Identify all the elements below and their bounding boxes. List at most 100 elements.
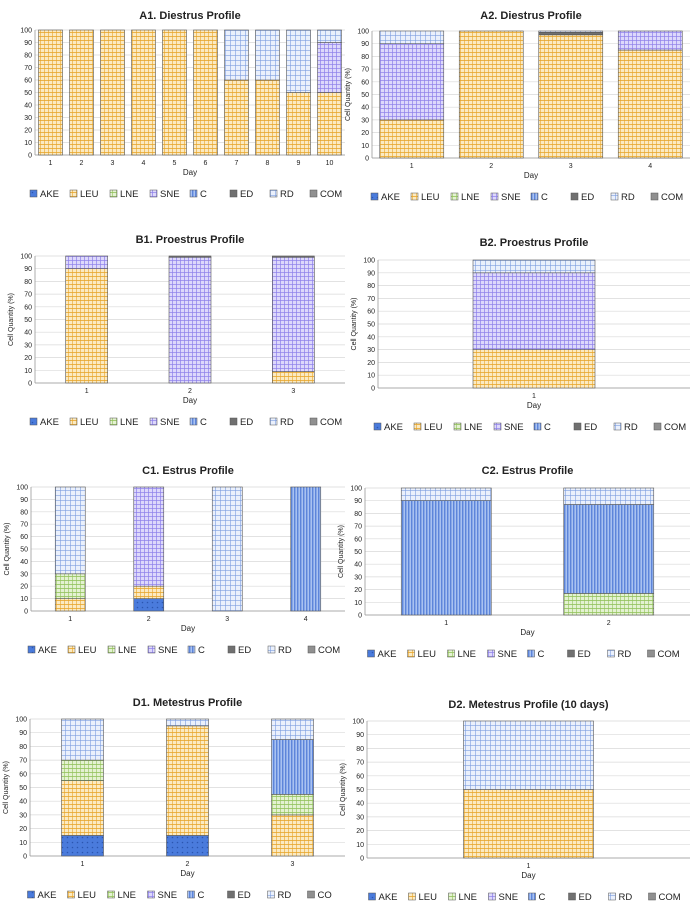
y-tick-label: 30: [354, 574, 362, 581]
legend-label: ED: [584, 422, 597, 433]
y-tick-label: 60: [361, 79, 369, 86]
legend-label: SNE: [501, 192, 521, 203]
y-tick-label: 50: [356, 787, 364, 794]
legend-label: LEU: [80, 417, 99, 428]
y-tick-label: 90: [354, 498, 362, 505]
y-tick-label: 100: [357, 29, 369, 36]
x-tick-label: 7: [235, 160, 239, 167]
legend-swatch-com: [307, 645, 316, 654]
x-tick-label: 4: [304, 616, 308, 623]
x-tick-label: 3: [291, 388, 295, 395]
legend-swatch-sne: [493, 422, 502, 431]
legend-swatch-ed: [573, 422, 582, 431]
legend-swatch-ake: [368, 892, 376, 901]
bar-segment-sne: [168, 256, 212, 384]
bar-segment-leu: [133, 585, 165, 599]
legend-swatch-sne: [490, 192, 499, 201]
legend-swatch-sne: [149, 417, 158, 426]
y-tick-label: 30: [20, 571, 28, 578]
legend-swatch-com: [647, 649, 655, 658]
legend-label: COM: [661, 192, 683, 203]
x-tick-label: 3: [569, 163, 573, 170]
legend-label: SNE: [498, 649, 518, 660]
legend-swatch-rd: [269, 189, 278, 198]
y-tick-label: 80: [24, 53, 32, 60]
legend-swatch-ed: [229, 189, 238, 198]
x-axis-label: Day: [183, 396, 197, 405]
x-axis-label: Day: [180, 869, 194, 878]
bar-segment-leu: [255, 79, 280, 156]
y-tick-label: 90: [361, 41, 369, 48]
legend-label: ED: [238, 645, 251, 656]
legend-swatch-c: [533, 422, 542, 431]
y-tick-label: 100: [16, 485, 28, 492]
y-tick-label: 40: [24, 330, 32, 337]
y-tick-label: 30: [24, 115, 32, 122]
bar-segment-leu: [463, 789, 594, 859]
legend-label: RD: [278, 890, 292, 901]
x-tick-label: 2: [80, 160, 84, 167]
y-tick-label: 0: [360, 856, 364, 863]
y-tick-label: 20: [367, 360, 375, 367]
x-tick-label: 2: [607, 620, 611, 627]
bar-segment-rd: [563, 487, 655, 505]
legend-swatch-rd: [613, 422, 622, 431]
y-tick-label: 60: [354, 536, 362, 543]
y-tick-label: 10: [19, 840, 27, 847]
chart-b2: B2. Proestrus Profile 0 10 20 30 40 50 60 70 80 90…: [351, 237, 690, 433]
x-tick-label: 1: [527, 863, 531, 870]
legend-label: SNE: [504, 422, 524, 433]
chart-a2: A2. Diestrus Profile 0 10 20 30 40 50 60 70 80 90 1…: [345, 10, 690, 203]
bar-segment-leu: [379, 119, 445, 159]
y-tick-label: 80: [20, 509, 28, 516]
legend-swatch-com: [307, 890, 315, 899]
bar-segment-lne: [54, 573, 86, 599]
legend-swatch-ake: [27, 645, 36, 654]
y-tick-label: 20: [24, 128, 32, 135]
x-tick-label: 2: [188, 388, 192, 395]
legend-label: ED: [238, 890, 251, 901]
legend-label: C: [538, 649, 545, 660]
legend-label: LNE: [120, 189, 138, 200]
legend-swatch-ed: [227, 645, 236, 654]
y-tick-label: 70: [354, 524, 362, 531]
bar-segment-leu: [131, 29, 156, 156]
legend-swatch-ake: [27, 890, 35, 899]
legend-label: SNE: [158, 645, 178, 656]
y-tick-label: 0: [371, 386, 375, 393]
bar-segment-leu: [224, 79, 249, 156]
legend-label: LNE: [458, 649, 476, 660]
bar-segment-lne: [61, 759, 104, 781]
bar-segment-rd: [317, 29, 342, 43]
y-tick-label: 100: [352, 719, 364, 726]
y-tick-label: 10: [24, 368, 32, 375]
x-tick-label: 1: [68, 616, 72, 623]
x-tick-label: 6: [204, 160, 208, 167]
chart-title: B2. Proestrus Profile: [480, 237, 589, 249]
y-tick-label: 10: [354, 600, 362, 607]
bar-segment-sne: [65, 255, 108, 269]
bar-segment-ed: [272, 255, 315, 258]
y-tick-label: 60: [24, 304, 32, 311]
legend-label: SNE: [499, 892, 519, 903]
bar-segment-leu: [65, 268, 108, 384]
bar-segment-ed: [538, 31, 604, 36]
bar-segment-leu: [286, 92, 311, 156]
y-tick-label: 80: [354, 511, 362, 518]
legend-label: LNE: [459, 892, 477, 903]
legend-swatch-ake: [29, 417, 38, 426]
x-axis-label: Day: [520, 628, 534, 637]
y-tick-label: 20: [24, 355, 32, 362]
x-tick-label: 4: [648, 163, 652, 170]
bar-segment-sne: [272, 256, 315, 372]
y-tick-label: 20: [361, 130, 369, 137]
x-tick-label: 2: [186, 861, 190, 868]
bar-segment-leu: [38, 29, 63, 156]
bar-segment-rd: [224, 29, 249, 81]
y-axis-label: Cell Quantity (%): [4, 523, 11, 576]
y-tick-label: 100: [15, 717, 27, 724]
x-axis-label: Day: [183, 168, 197, 177]
legend-swatch-ed: [567, 649, 575, 658]
x-tick-label: 9: [297, 160, 301, 167]
bar-segment-lne: [563, 593, 655, 616]
